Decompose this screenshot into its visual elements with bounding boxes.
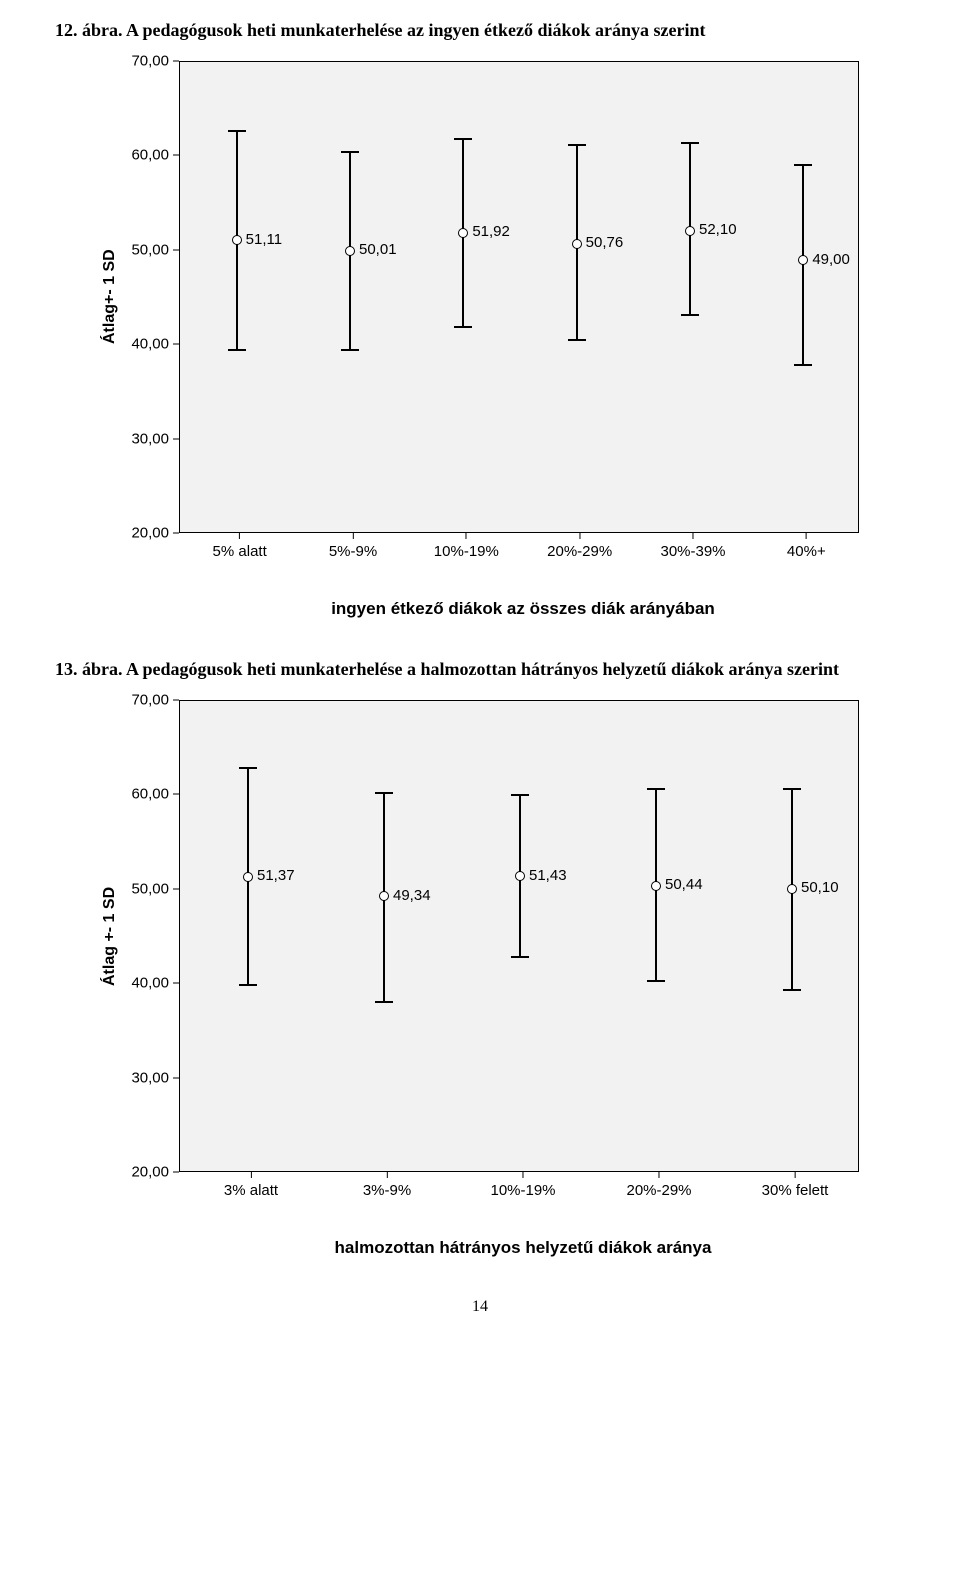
- mean-marker: [798, 255, 808, 265]
- mean-value-label: 51,92: [472, 223, 510, 240]
- x-tick-label: 5%-9%: [329, 543, 377, 560]
- x-tick-label: 30%-39%: [660, 543, 725, 560]
- x-tick-label: 3%-9%: [363, 1182, 411, 1199]
- y-axis-label: Átlag+- 1 SD: [95, 61, 119, 533]
- x-axis-label: ingyen étkező diákok az összes diák arán…: [183, 599, 863, 619]
- x-axis-label: halmozottan hátrányos helyzetű diákok ar…: [183, 1238, 863, 1258]
- mean-value-label: 52,10: [699, 221, 737, 238]
- mean-value-label: 51,37: [257, 867, 295, 884]
- y-tick-label: 60,00: [131, 147, 173, 164]
- figure-12-title: 12. ábra. A pedagógusok heti munkaterhel…: [55, 20, 905, 41]
- x-tick-label: 20%-29%: [626, 1182, 691, 1199]
- mean-marker: [345, 246, 355, 256]
- x-tick-label: 10%-19%: [434, 543, 499, 560]
- mean-marker: [685, 226, 695, 236]
- y-tick-label: 30,00: [131, 1069, 173, 1086]
- figure-13-title: 13. ábra. A pedagógusok heti munkaterhel…: [55, 659, 905, 680]
- chart-13: Átlag +- 1 SD20,0030,0040,0050,0060,0070…: [95, 700, 905, 1258]
- mean-value-label: 50,76: [586, 234, 624, 251]
- y-tick-label: 30,00: [131, 430, 173, 447]
- y-tick-label: 60,00: [131, 786, 173, 803]
- mean-value-label: 51,43: [529, 867, 567, 884]
- x-tick-label: 5% alatt: [213, 543, 267, 560]
- chart-12: Átlag+- 1 SD20,0030,0040,0050,0060,0070,…: [95, 61, 905, 619]
- mean-marker: [572, 239, 582, 249]
- mean-marker: [379, 891, 389, 901]
- x-tick-label: 30% felett: [762, 1182, 829, 1199]
- plot-area: 51,37 49,34 51,43 50,44 50,10: [179, 700, 859, 1172]
- y-tick-label: 50,00: [131, 241, 173, 258]
- x-tick-label: 3% alatt: [224, 1182, 278, 1199]
- mean-value-label: 49,34: [393, 887, 431, 904]
- mean-value-label: 49,00: [812, 251, 850, 268]
- mean-marker: [651, 881, 661, 891]
- mean-marker: [232, 235, 242, 245]
- plot-area: 51,11 50,01 51,92 50,76 52,10 49,00: [179, 61, 859, 533]
- y-tick-label: 40,00: [131, 336, 173, 353]
- y-tick-label: 20,00: [131, 1164, 173, 1181]
- mean-value-label: 50,01: [359, 241, 397, 258]
- page-number: 14: [55, 1298, 905, 1316]
- mean-value-label: 50,44: [665, 876, 703, 893]
- y-tick-label: 70,00: [131, 692, 173, 709]
- mean-value-label: 51,11: [246, 231, 282, 248]
- mean-marker: [515, 871, 525, 881]
- y-tick-label: 20,00: [131, 525, 173, 542]
- mean-marker: [243, 872, 253, 882]
- y-tick-label: 40,00: [131, 975, 173, 992]
- x-tick-label: 10%-19%: [490, 1182, 555, 1199]
- y-tick-label: 50,00: [131, 880, 173, 897]
- y-axis-label: Átlag +- 1 SD: [95, 700, 119, 1172]
- mean-marker: [787, 884, 797, 894]
- mean-value-label: 50,10: [801, 879, 839, 896]
- x-tick-label: 40%+: [787, 543, 826, 560]
- mean-marker: [458, 228, 468, 238]
- x-tick-label: 20%-29%: [547, 543, 612, 560]
- y-tick-label: 70,00: [131, 53, 173, 70]
